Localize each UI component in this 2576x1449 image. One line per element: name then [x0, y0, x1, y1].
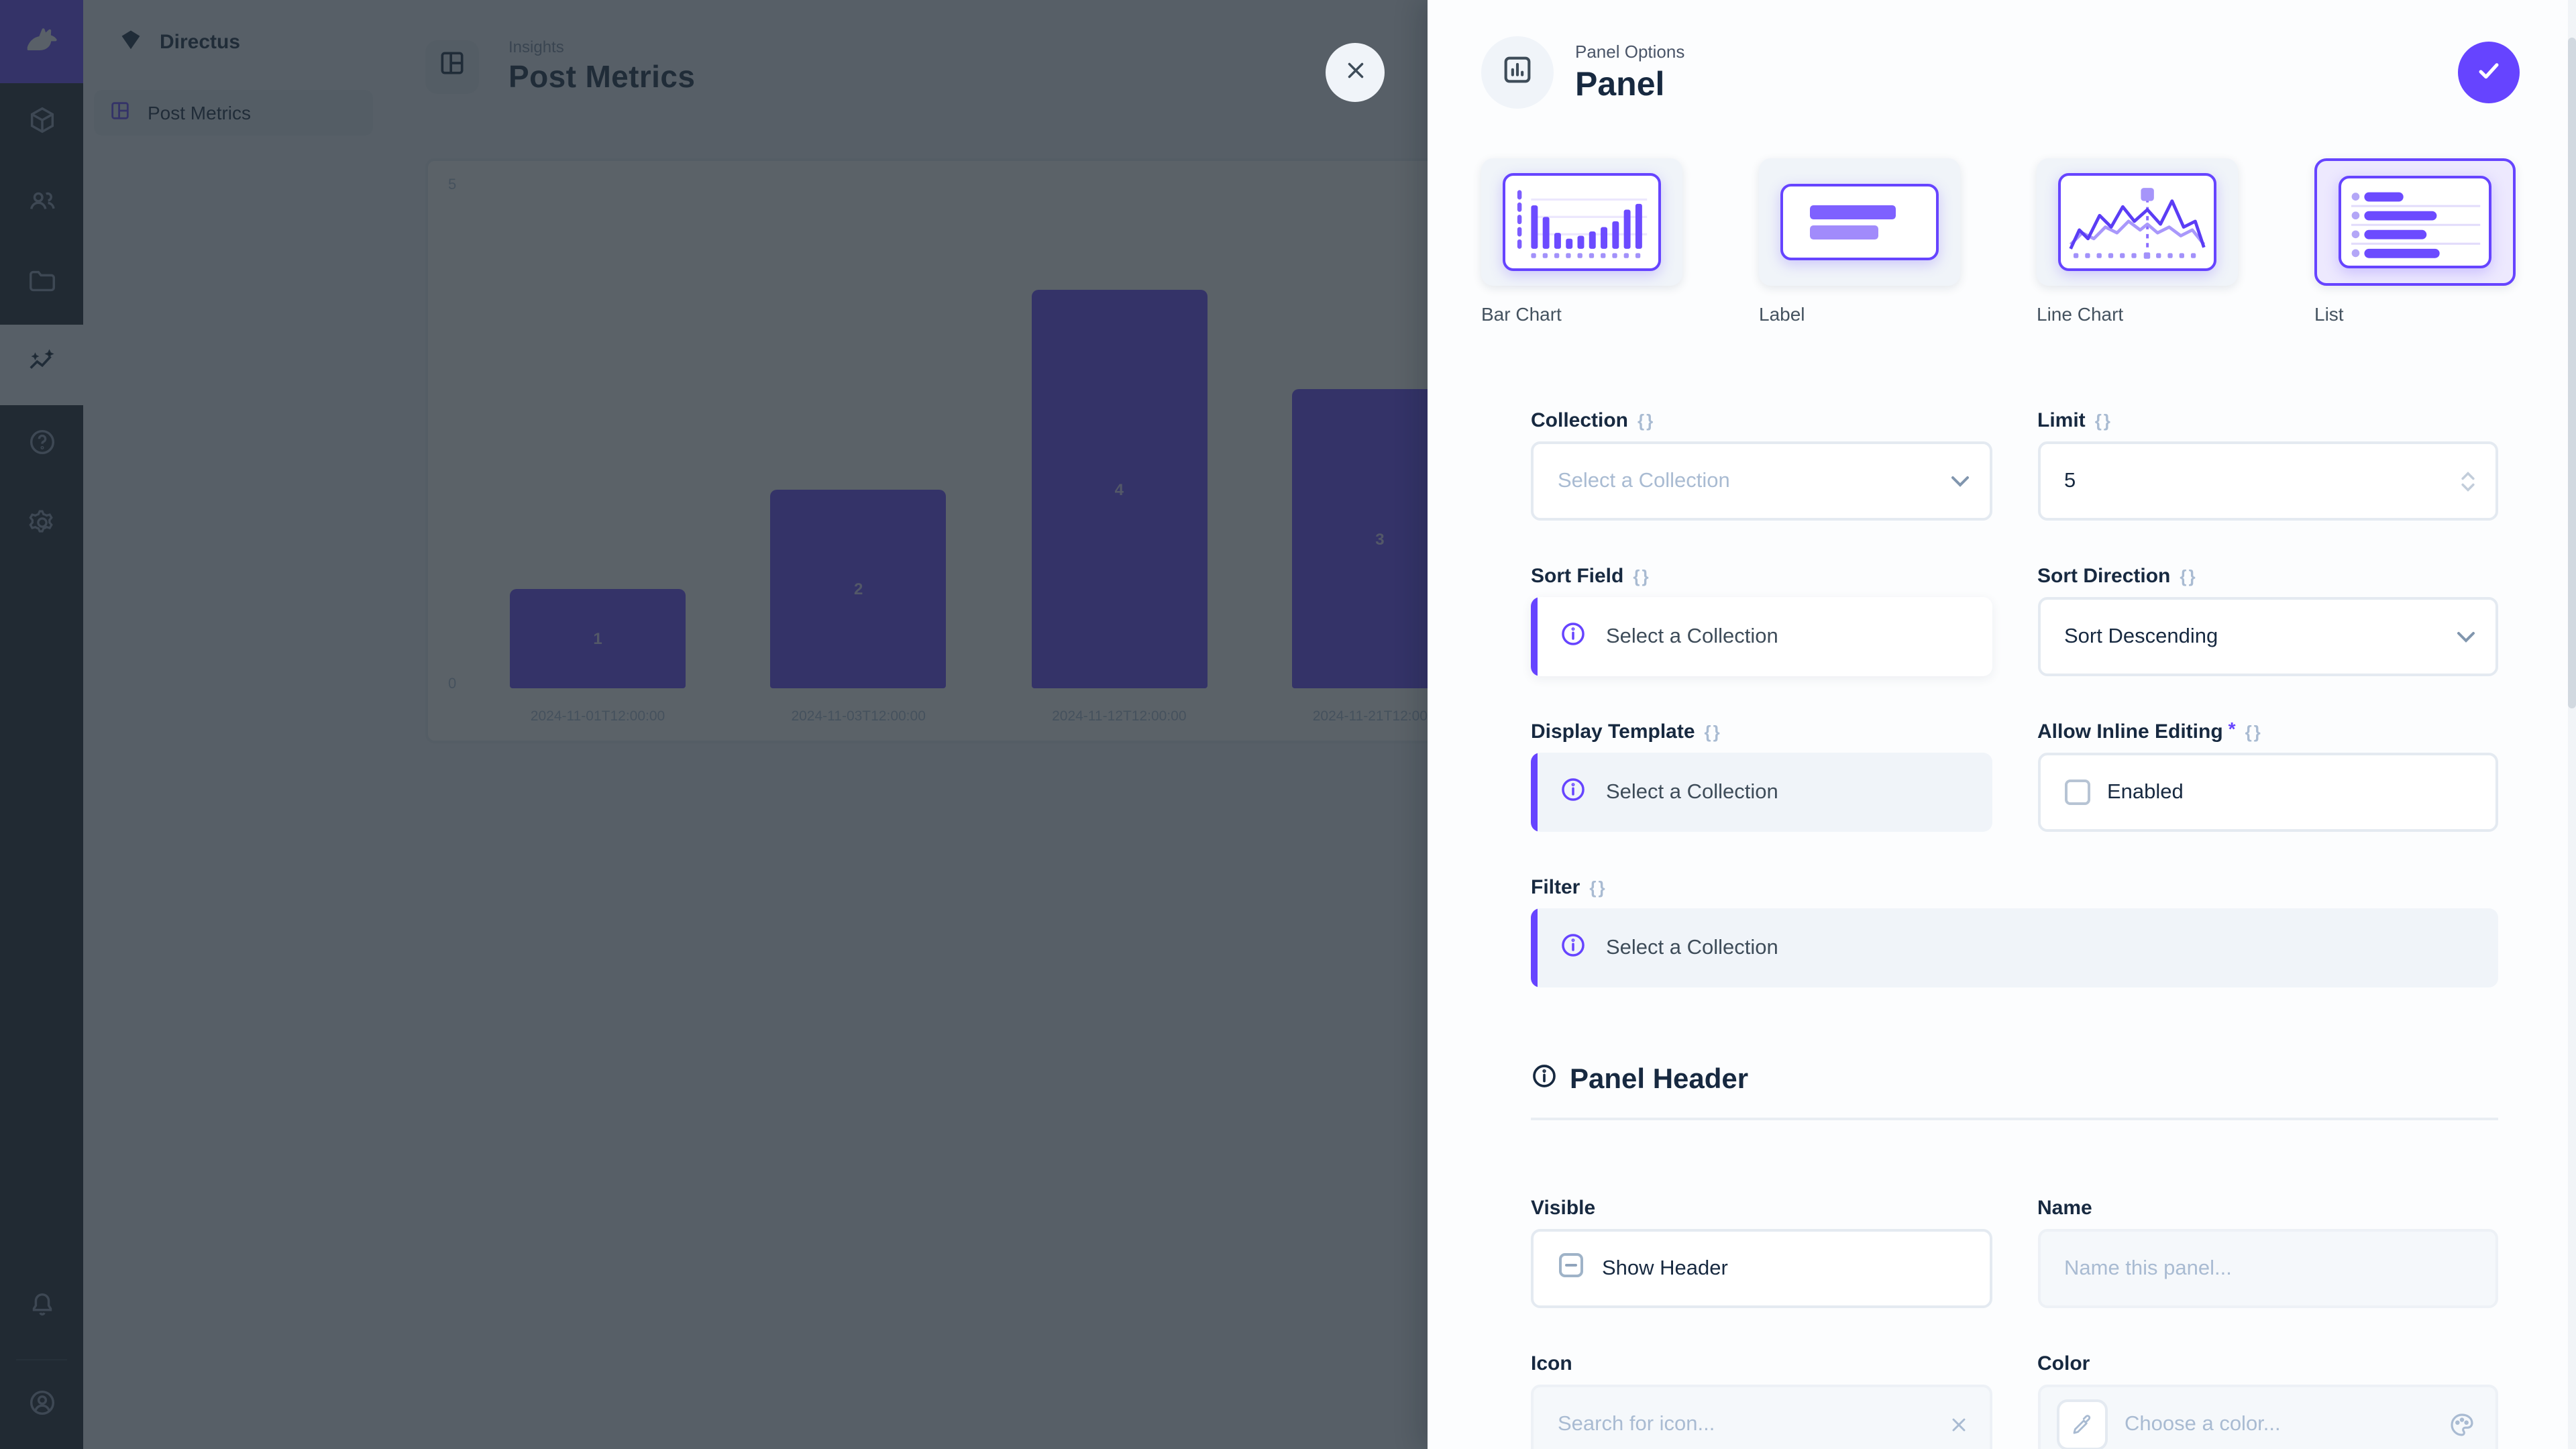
panel-type-label: Bar Chart — [1481, 303, 1562, 325]
eyedropper-button[interactable] — [2056, 1399, 2107, 1449]
bar-chart-card[interactable] — [1481, 158, 1682, 286]
palette-icon — [2449, 1411, 2475, 1438]
drawer-titles: Panel Options Panel — [1575, 41, 1684, 104]
save-button[interactable] — [2458, 42, 2520, 103]
panel-options-drawer: Panel Options Panel — [1428, 0, 2576, 1449]
raw-value-icon[interactable]: {} — [2245, 722, 2263, 742]
bar-chart-illustration — [1503, 173, 1661, 271]
icon-search-input[interactable]: Search for icon... — [1531, 1385, 1992, 1449]
list-card-selected[interactable] — [2314, 158, 2516, 286]
field-limit: Limit{} 5 — [2037, 408, 2498, 521]
panel-type-label[interactable]: Label — [1759, 158, 1960, 325]
close-icon — [1342, 58, 1368, 87]
info-icon — [1559, 930, 1587, 965]
field-icon: Icon Search for icon... — [1531, 1351, 1992, 1449]
label-illustration — [1780, 184, 1939, 260]
checkbox-indeterminate-icon[interactable] — [1558, 1252, 1585, 1285]
check-icon — [2474, 56, 2504, 89]
field-display-template: Display Template{} Select a Collection — [1531, 719, 1992, 832]
field-collection: Collection{} Select a Collection — [1531, 408, 1992, 521]
allow-inline-editing-checkbox[interactable]: Enabled — [2037, 753, 2498, 832]
raw-value-icon[interactable]: {} — [2180, 566, 2198, 586]
field-allow-inline-editing: Allow Inline Editing *{} Enabled — [2037, 718, 2498, 832]
sort-direction-select[interactable]: Sort Descending — [2037, 597, 2498, 676]
checkbox-unchecked-icon[interactable] — [2064, 780, 2090, 805]
number-stepper[interactable] — [2461, 471, 2475, 491]
raw-value-icon[interactable]: {} — [2094, 411, 2112, 431]
sort-field-notice: Select a Collection — [1531, 597, 1992, 676]
drawer-subtitle: Panel Options — [1575, 41, 1685, 61]
required-marker: * — [2228, 718, 2236, 739]
drawer-scrollbar — [2568, 0, 2576, 1449]
panel-type-list[interactable]: List — [2314, 158, 2516, 325]
color-picker-input[interactable]: Choose a color... — [2037, 1385, 2498, 1449]
raw-value-icon[interactable]: {} — [1633, 566, 1651, 586]
panel-type-line-chart[interactable]: Line Chart — [2037, 158, 2238, 325]
info-icon — [1531, 1063, 1558, 1096]
section-divider — [1531, 1118, 2498, 1120]
insert-chart-icon — [1500, 52, 1535, 93]
panel-type-bar-chart[interactable]: Bar Chart — [1481, 158, 1682, 325]
drawer-overlay[interactable] — [0, 0, 1428, 1449]
field-name: Name Name this panel... — [2037, 1195, 2498, 1308]
panel-options-form: Collection{} Select a Collection Limit{}… — [1531, 408, 2498, 1449]
label-card[interactable] — [1759, 158, 1960, 286]
limit-input[interactable]: 5 — [2037, 441, 2498, 521]
field-color: Color Choose a color... — [2037, 1351, 2498, 1449]
clear-icon[interactable] — [1947, 1413, 1969, 1435]
panel-name-input[interactable]: Name this panel... — [2037, 1229, 2498, 1308]
field-visible: Visible Show Header — [1531, 1195, 1992, 1308]
raw-value-icon[interactable]: {} — [1704, 722, 1722, 742]
info-icon — [1559, 775, 1587, 810]
panel-header-section-title: Panel Header — [1531, 1063, 2498, 1096]
collection-select[interactable]: Select a Collection — [1531, 441, 1992, 521]
field-sort-field: Sort Field{} Select a Collection — [1531, 564, 1992, 676]
drawer-title: Panel — [1575, 65, 1665, 103]
info-icon — [1559, 619, 1587, 654]
raw-value-icon[interactable]: {} — [1638, 411, 1656, 431]
chevron-down-icon — [2457, 631, 2475, 643]
line-chart-card[interactable] — [2037, 158, 2238, 286]
scrollbar-thumb[interactable] — [2568, 38, 2576, 708]
raw-value-icon[interactable]: {} — [1589, 877, 1607, 898]
field-filter: Filter{} Select a Collection — [1531, 875, 2498, 987]
show-header-checkbox[interactable]: Show Header — [1531, 1229, 1992, 1308]
display-template-notice: Select a Collection — [1531, 753, 1992, 832]
line-chart-illustration — [2058, 173, 2216, 271]
chevron-down-icon — [1950, 475, 1969, 487]
drawer-close-button[interactable] — [1326, 43, 1385, 102]
panel-type-avatar — [1481, 36, 1554, 109]
panel-type-picker: Bar Chart Label — [1481, 158, 2516, 325]
field-sort-direction: Sort Direction{} Sort Descending — [2037, 564, 2498, 676]
list-illustration — [2339, 176, 2491, 268]
filter-notice: Select a Collection — [1531, 908, 2498, 987]
drawer-header: Panel Options Panel — [1481, 36, 2442, 109]
